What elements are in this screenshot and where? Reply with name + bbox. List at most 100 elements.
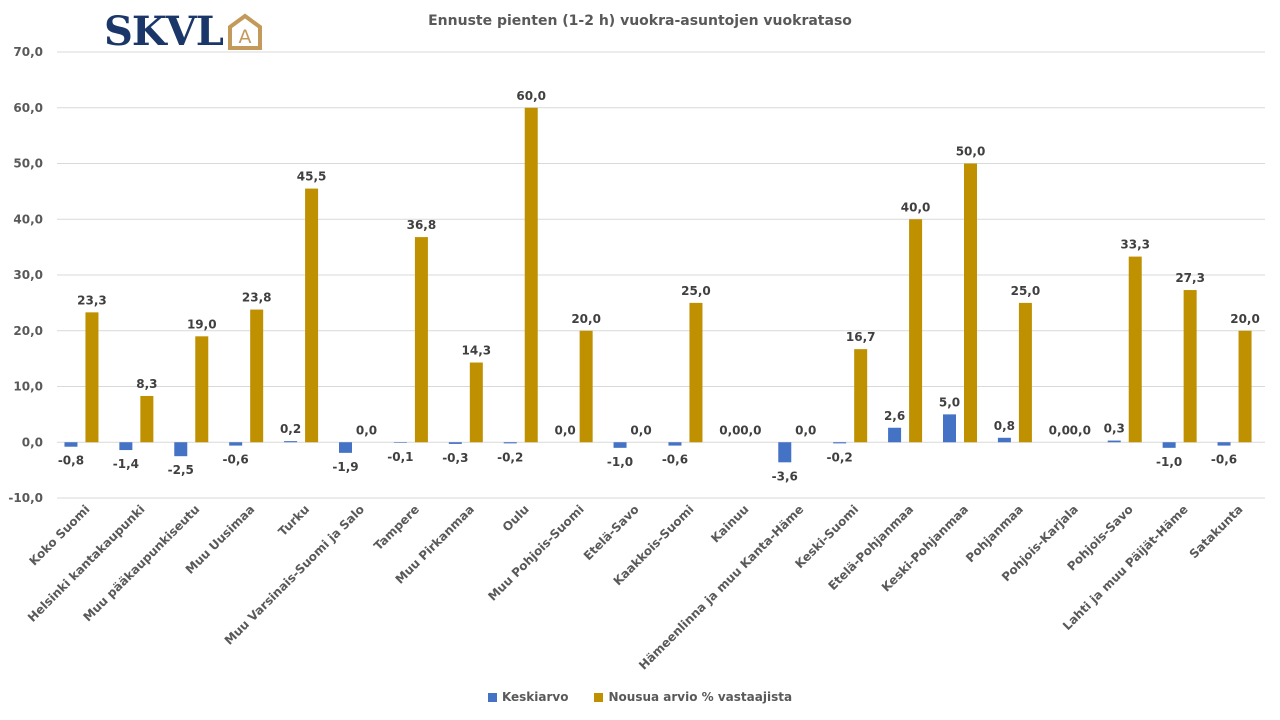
bar-keskiarvo <box>448 442 462 444</box>
data-label-keskiarvo: -0,6 <box>1211 453 1237 467</box>
y-tick-label: 30,0 <box>13 268 43 282</box>
bar-nousua <box>195 336 209 443</box>
bar-keskiarvo <box>613 442 627 448</box>
category-label: Oulu <box>500 502 532 534</box>
legend-label-nousua: Nousua arvio % vastaajista <box>608 690 793 704</box>
data-label-nousua: 8,3 <box>136 377 157 391</box>
bar-keskiarvo <box>503 442 517 444</box>
house-logo-icon: A <box>227 13 262 50</box>
bar-nousua <box>1018 302 1032 443</box>
data-label-nousua: 27,3 <box>1175 271 1205 285</box>
y-tick-label: 20,0 <box>13 324 43 338</box>
bar-keskiarvo <box>888 427 902 443</box>
data-label-nousua: 60,0 <box>516 89 546 103</box>
bar-keskiarvo <box>1217 442 1231 446</box>
bar-nousua <box>689 302 703 443</box>
bar-nousua <box>854 349 868 443</box>
bar-keskiarvo <box>339 442 352 453</box>
legend-item-keskiarvo: Keskiarvo <box>487 690 569 704</box>
data-label-keskiarvo: -0,2 <box>497 450 523 464</box>
bar-nousua <box>1183 290 1197 443</box>
bars <box>64 107 1252 463</box>
category-label: Helsinki kantakaupunki <box>25 502 147 624</box>
bar-keskiarvo <box>1162 442 1176 448</box>
data-labels: -0,8 23,3 -1,4 8,3 -2,5 19,0 -0,6 23,8 0,2 45,5 -1… <box>58 89 1260 484</box>
category-label: Tampere <box>371 502 422 553</box>
bar-nousua <box>414 237 428 443</box>
category-label: Etelä-Savo <box>581 502 642 563</box>
legend: Keskiarvo Nousua arvio % vastaajista <box>0 690 1280 704</box>
logo-badge-text: A <box>238 26 251 48</box>
data-label-keskiarvo: -0,6 <box>223 453 249 467</box>
bar-keskiarvo <box>119 442 133 451</box>
data-label-nousua: 19,0 <box>187 317 217 331</box>
y-tick-label: 0,0 <box>22 435 43 449</box>
data-label-keskiarvo: 0,0 <box>555 423 576 437</box>
data-label-keskiarvo: -0,1 <box>387 450 413 464</box>
bar-nousua <box>469 362 483 443</box>
data-label-keskiarvo: -1,4 <box>113 457 139 471</box>
bar-nousua <box>305 188 319 443</box>
bar-nousua <box>1128 256 1142 443</box>
data-label-nousua: 0,0 <box>630 423 651 437</box>
data-label-keskiarvo: 0,8 <box>994 419 1015 433</box>
data-label-keskiarvo: -0,6 <box>662 453 688 467</box>
data-label-nousua: 20,0 <box>571 312 601 326</box>
data-label-nousua: 36,8 <box>407 218 437 232</box>
data-label-keskiarvo: 2,6 <box>884 409 905 423</box>
y-tick-label: 70,0 <box>13 45 43 59</box>
data-label-nousua: 45,5 <box>297 170 327 184</box>
data-label-keskiarvo: -1,9 <box>332 460 358 474</box>
data-label-nousua: 0,0 <box>795 423 816 437</box>
data-label-keskiarvo: 0,3 <box>1104 422 1125 436</box>
data-label-keskiarvo: 0,0 <box>1049 423 1070 437</box>
data-label-nousua: 0,0 <box>356 423 377 437</box>
bar-nousua <box>85 312 99 443</box>
bar-nousua <box>909 219 923 443</box>
y-tick-label: 50,0 <box>13 157 43 171</box>
bar-nousua <box>1238 330 1252 443</box>
data-label-nousua: 0,0 <box>1070 423 1091 437</box>
skvl-logo: SKVL A <box>104 10 263 54</box>
y-tick-label: 60,0 <box>13 101 43 115</box>
category-label: Satakunta <box>1187 502 1246 561</box>
bar-keskiarvo <box>668 442 682 446</box>
data-label-keskiarvo: -2,5 <box>168 463 194 477</box>
data-label-nousua: 33,3 <box>1120 238 1150 252</box>
bar-keskiarvo <box>997 437 1011 443</box>
data-label-nousua: 25,0 <box>681 284 711 298</box>
data-label-keskiarvo: -0,8 <box>58 454 84 468</box>
data-label-nousua: 16,7 <box>846 330 876 344</box>
data-label-keskiarvo: 5,0 <box>939 395 960 409</box>
data-label-keskiarvo: -0,3 <box>442 451 468 465</box>
y-tick-label: 10,0 <box>13 380 43 394</box>
category-label: Muu Pohjois-Suomi <box>485 502 586 603</box>
data-label-nousua: 0,0 <box>740 423 761 437</box>
y-tick-label: 40,0 <box>13 212 43 226</box>
data-label-nousua: 23,8 <box>242 291 272 305</box>
bar-keskiarvo <box>393 442 407 443</box>
bar-chart: 70,0 60,0 50,0 40,0 30,0 20,0 10,0 0,0 -10,0 -0,… <box>8 45 1265 672</box>
bar-keskiarvo <box>284 441 298 443</box>
data-label-keskiarvo: -3,6 <box>772 469 798 483</box>
legend-swatch-keskiarvo <box>487 692 497 702</box>
data-label-nousua: 23,3 <box>77 293 107 307</box>
data-label-nousua: 50,0 <box>956 145 986 159</box>
bar-keskiarvo <box>1107 440 1121 443</box>
data-label-nousua: 40,0 <box>901 200 931 214</box>
data-label-nousua: 25,0 <box>1011 284 1041 298</box>
category-label: Turku <box>276 502 313 539</box>
data-label-nousua: 20,0 <box>1230 312 1260 326</box>
data-label-keskiarvo: 0,0 <box>719 423 740 437</box>
category-label: Kainuu <box>708 502 751 545</box>
legend-label-keskiarvo: Keskiarvo <box>501 690 569 704</box>
y-axis-ticks: 70,0 60,0 50,0 40,0 30,0 20,0 10,0 0,0 -10,0 <box>8 45 43 505</box>
data-label-keskiarvo: -0,2 <box>827 450 853 464</box>
bar-keskiarvo <box>64 442 78 447</box>
logo-text: SKVL <box>104 8 224 55</box>
bar-keskiarvo <box>778 442 792 463</box>
chart-title: Ennuste pienten (1-2 h) vuokra-asuntojen… <box>428 13 852 29</box>
bar-keskiarvo <box>833 442 847 444</box>
bar-keskiarvo <box>229 442 243 446</box>
